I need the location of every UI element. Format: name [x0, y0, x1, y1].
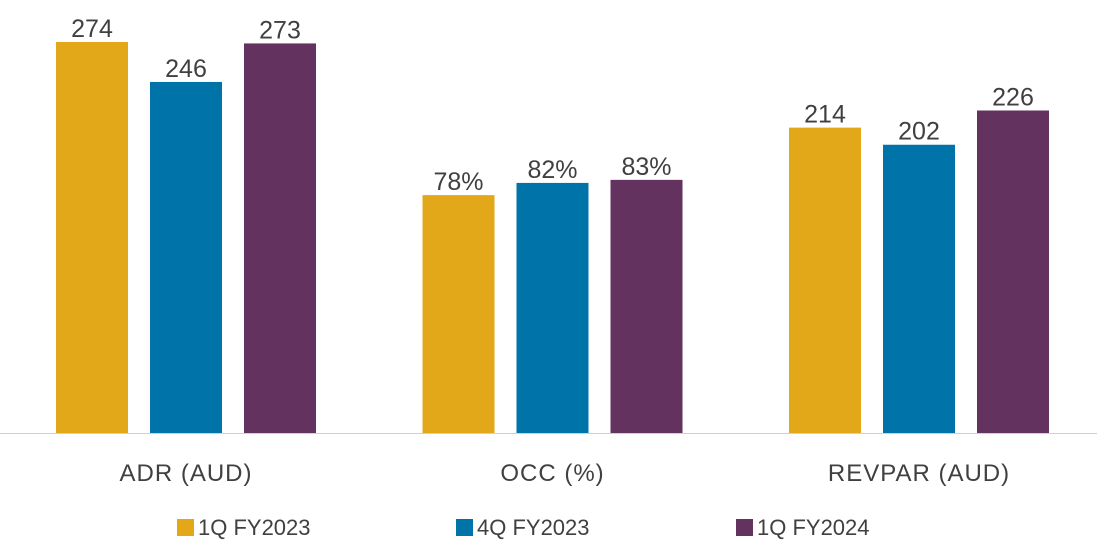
legend-swatch: [177, 519, 194, 536]
category-label: REVPAR (AUD): [828, 460, 1010, 487]
bar: [56, 42, 128, 433]
data-label: 202: [898, 118, 940, 146]
category-label: OCC (%): [500, 460, 604, 487]
data-label: 78%: [433, 168, 483, 196]
bar: [610, 179, 683, 433]
legend-label: 1Q FY2023: [198, 515, 311, 540]
bar: [422, 195, 495, 433]
data-label: 82%: [527, 156, 577, 184]
bar: [883, 144, 955, 434]
legend-label: 4Q FY2023: [477, 515, 590, 540]
data-label: 274: [71, 15, 113, 43]
category-label: ADR (AUD): [120, 460, 253, 487]
data-label: 226: [992, 83, 1034, 111]
data-label: 246: [165, 55, 207, 83]
bar: [789, 127, 861, 434]
legend-swatch: [736, 519, 753, 536]
bar: [516, 182, 589, 433]
legend-label: 1Q FY2024: [757, 515, 870, 540]
bar: [977, 110, 1049, 434]
bar: [150, 81, 222, 433]
bar: [244, 43, 316, 434]
legend-swatch: [456, 519, 473, 536]
data-label: 214: [804, 101, 846, 129]
data-label: 83%: [621, 153, 671, 181]
data-label: 273: [259, 16, 301, 44]
